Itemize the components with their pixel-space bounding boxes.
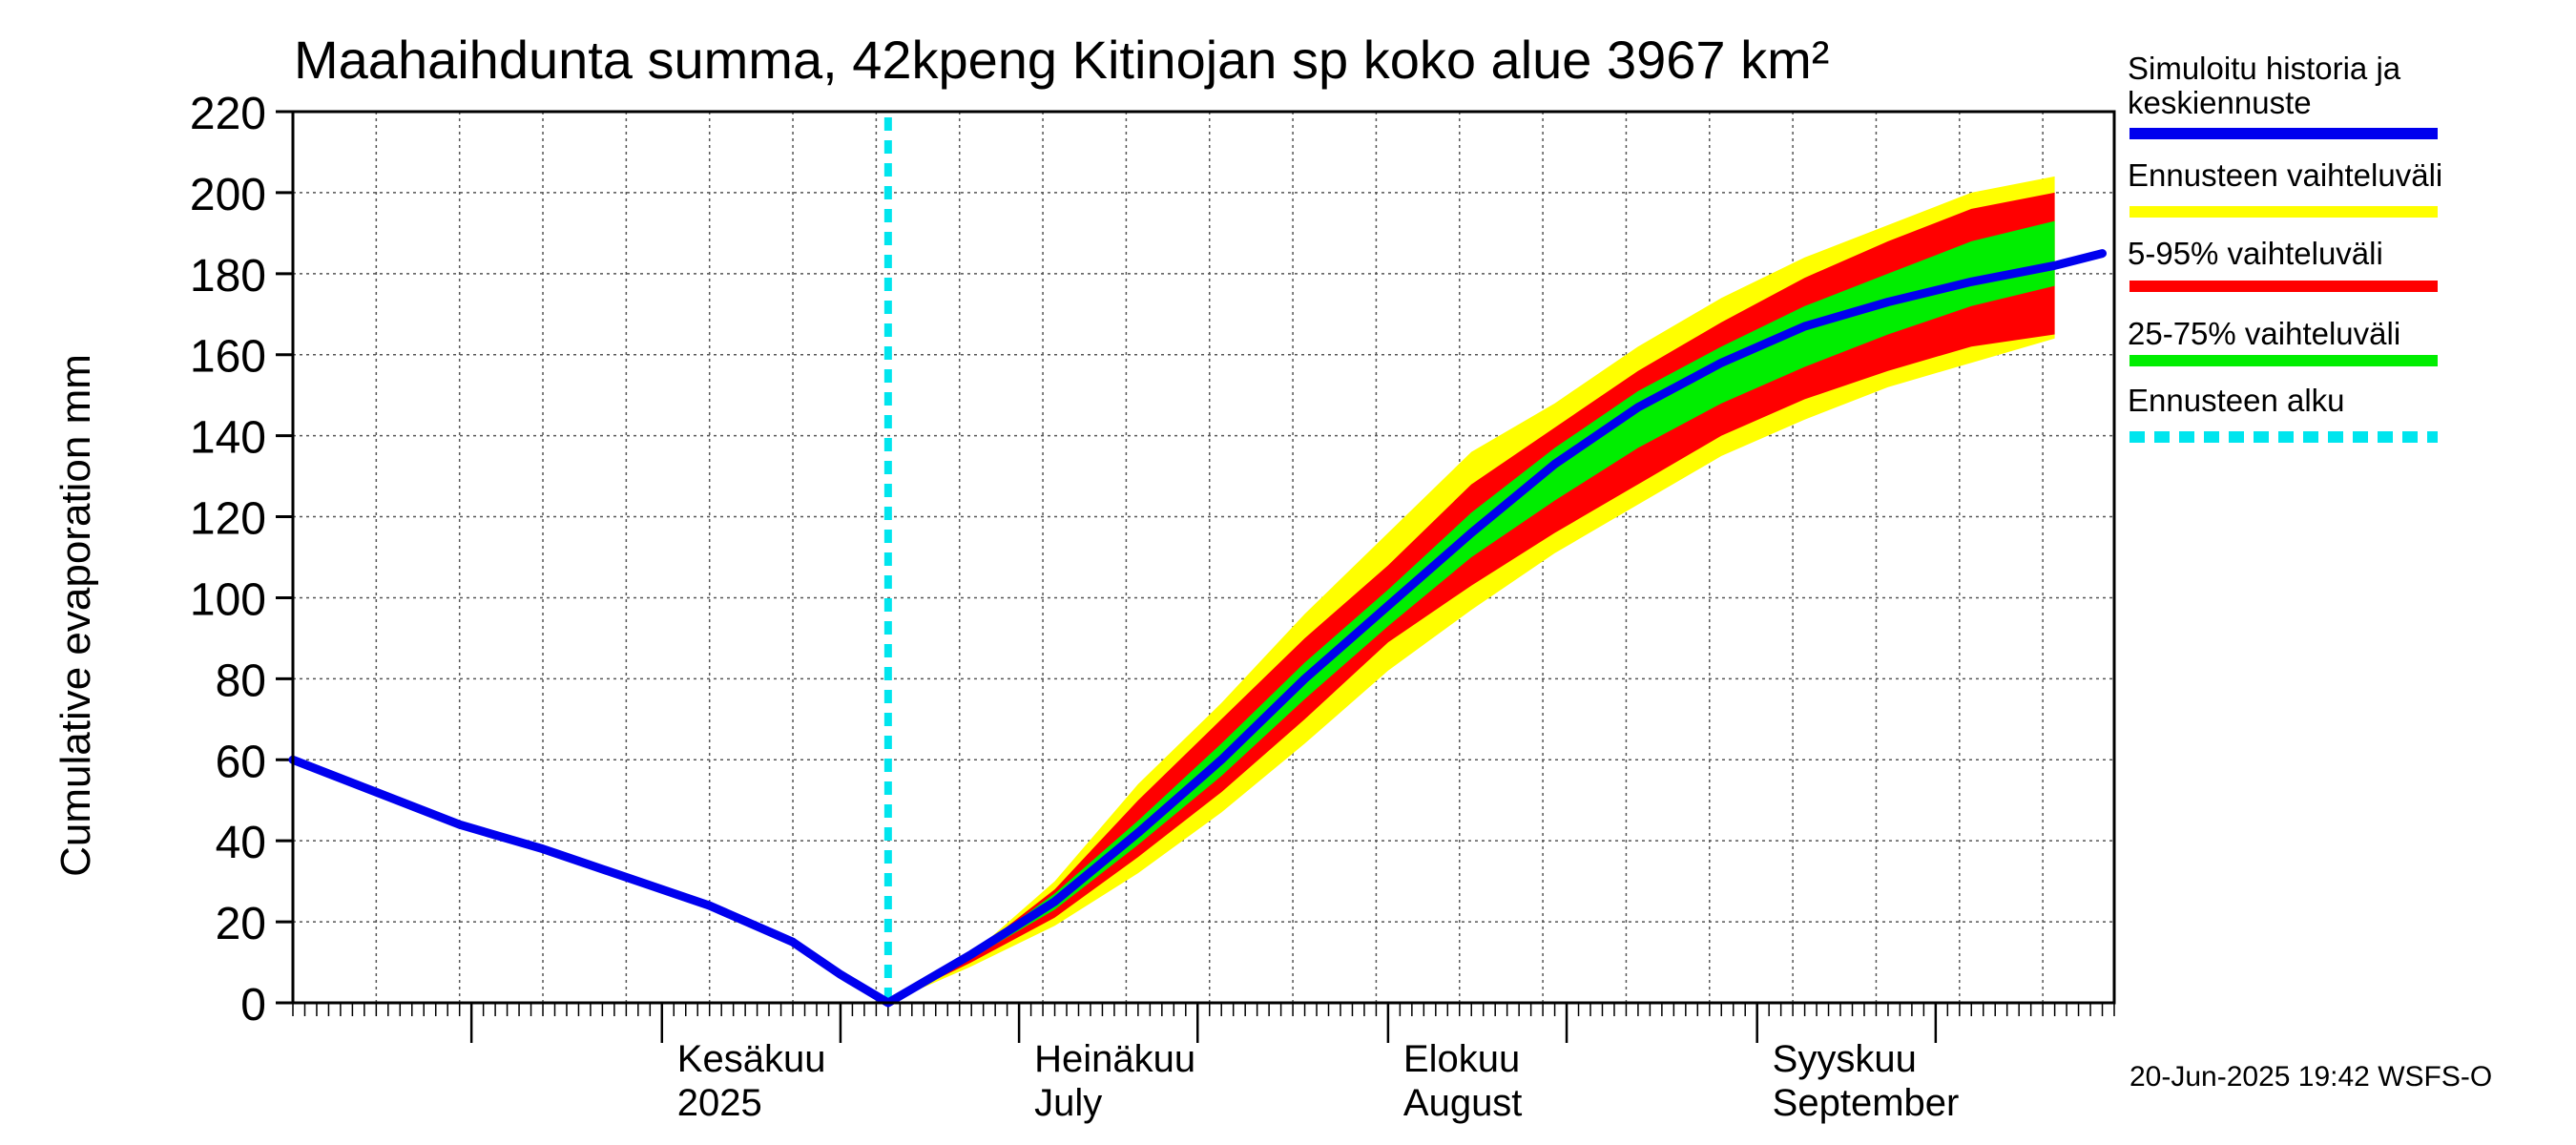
y-tick-label: 200: [190, 170, 266, 220]
chart-title: Maahaihdunta summa, 42kpeng Kitinojan sp…: [294, 30, 1830, 90]
y-tick-label: 220: [190, 89, 266, 139]
y-tick-label: 80: [216, 656, 266, 706]
x-month-sublabel: August: [1403, 1082, 1523, 1124]
legend-label-range-5-95: 5-95% vaihteluväli: [2128, 236, 2383, 271]
y-tick-label: 40: [216, 818, 266, 868]
y-tick-label: 0: [240, 980, 266, 1030]
legend-label-range-full: Ennusteen vaihteluväli: [2128, 157, 2443, 193]
y-tick-label: 160: [190, 332, 266, 383]
plot-frame: [291, 110, 2116, 1005]
legend-label-history: Simuloitu historia ja keskiennuste: [2128, 51, 2401, 120]
x-month-sublabel: 2025: [677, 1082, 762, 1124]
x-month-label: Kesäkuu: [677, 1038, 826, 1080]
x-month-sublabel: September: [1773, 1082, 1960, 1124]
footer-timestamp: 20-Jun-2025 19:42 WSFS-O: [2129, 1061, 2493, 1093]
y-tick-label: 20: [216, 899, 266, 949]
y-tick-label: 120: [190, 494, 266, 545]
series-line-history: [288, 249, 2107, 1008]
x-month-sublabel: July: [1034, 1082, 1102, 1124]
x-month-label: Syyskuu: [1773, 1038, 1917, 1080]
legend-label-forecast-start: Ennusteen alku: [2128, 383, 2345, 418]
y-tick-label: 60: [216, 737, 266, 787]
y-tick-label: 140: [190, 413, 266, 464]
x-month-label: Elokuu: [1403, 1038, 1520, 1080]
y-tick-label: 100: [190, 574, 266, 625]
x-month-label: Heinäkuu: [1034, 1038, 1195, 1080]
legend-label-range-25-75: 25-75% vaihteluväli: [2128, 316, 2401, 351]
band-range-25-75: [887, 220, 2055, 1004]
y-tick-label: 180: [190, 251, 266, 302]
